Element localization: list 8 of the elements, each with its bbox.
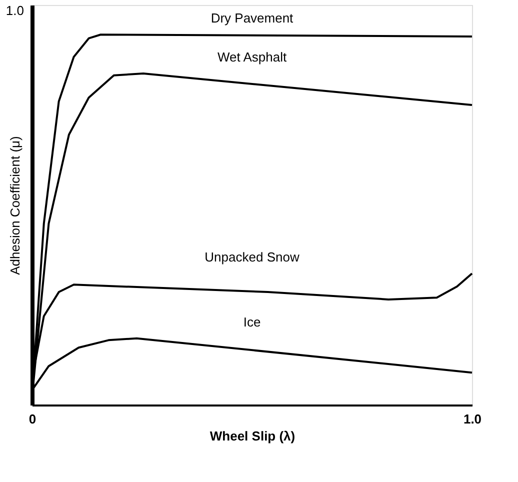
y-axis-title: Adhesion Coefficient (μ) [8,136,22,275]
series-label: Wet Asphalt [217,50,287,65]
text: 1.0 [6,3,24,18]
x-axis-title: Wheel Slip (λ) [210,428,296,444]
x-tick-label: 0 [28,412,36,426]
series-label: Unpacked Snow [204,250,300,265]
series-label: Ice [243,314,261,330]
series-label: Dry Pavement [210,10,294,26]
